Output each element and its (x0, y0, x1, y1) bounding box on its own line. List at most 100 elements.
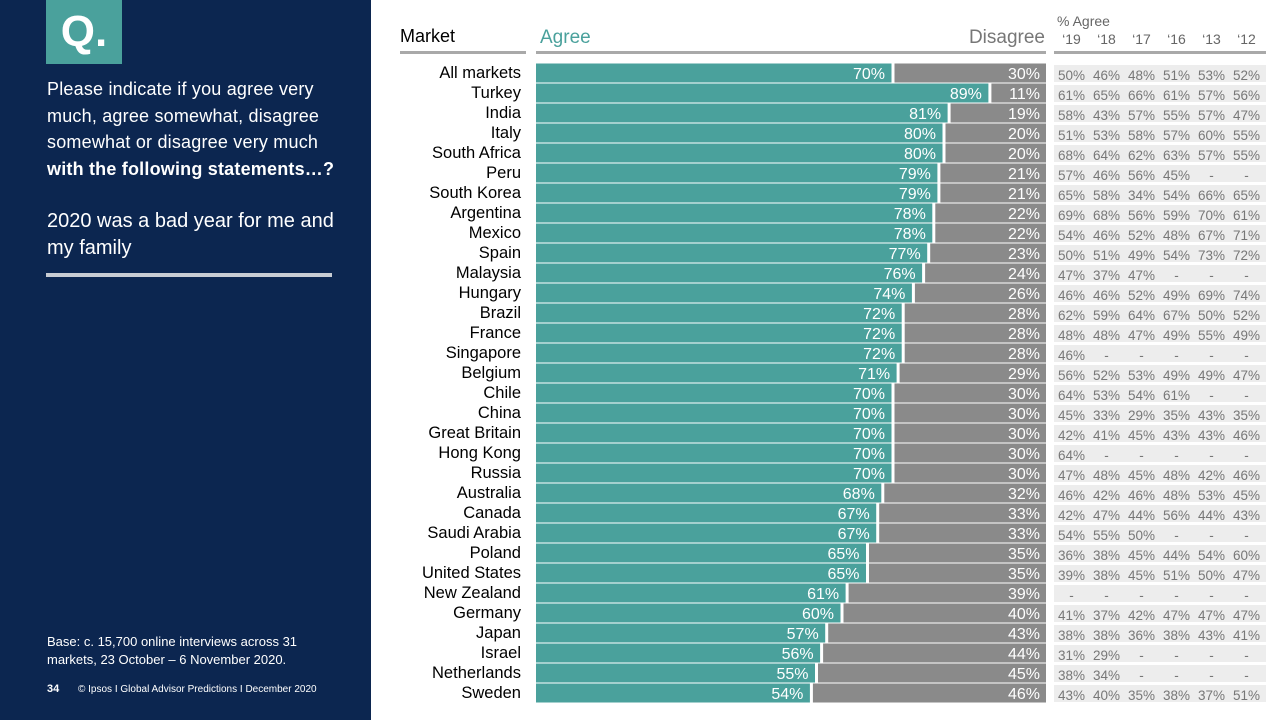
disagree-value-label: 26% (1008, 286, 1040, 303)
agree-value-label: 67% (838, 526, 870, 543)
history-value: - (1244, 168, 1249, 183)
history-value: 60% (1198, 128, 1225, 143)
history-value: 52% (1093, 368, 1120, 383)
agree-bar (536, 243, 928, 263)
disagree-value-label: 11% (1009, 86, 1040, 103)
history-value: - (1244, 588, 1249, 603)
history-value: 29% (1128, 408, 1155, 423)
disagree-bar (950, 103, 1046, 123)
history-value: 63% (1163, 148, 1190, 163)
history-value: 47% (1163, 608, 1190, 623)
history-row (1054, 185, 1266, 202)
history-value: 49% (1128, 248, 1155, 263)
history-value: 57% (1163, 128, 1190, 143)
history-value: 53% (1198, 68, 1225, 83)
history-value: 58% (1128, 128, 1155, 143)
market-label: South Korea (429, 184, 522, 202)
agree-bar (536, 543, 866, 563)
history-value: - (1104, 348, 1109, 363)
history-value: 55% (1093, 528, 1120, 543)
history-value: - (1174, 648, 1179, 663)
agree-bar (536, 423, 892, 443)
history-value: 37% (1198, 688, 1225, 703)
year-header: ‘16 (1167, 31, 1186, 47)
history-value: 38% (1093, 628, 1120, 643)
history-value: - (1139, 588, 1144, 603)
disagree-bar (894, 443, 1046, 463)
disagree-value-label: 30% (1008, 446, 1040, 463)
disagree-bar (823, 643, 1046, 663)
history-value: 44% (1163, 548, 1190, 563)
history-row (1054, 465, 1266, 482)
agree-bar (536, 143, 943, 163)
history-value: 46% (1058, 488, 1085, 503)
market-label: Netherlands (432, 664, 521, 682)
disagree-bar (894, 423, 1046, 443)
disagree-value-label: 22% (1008, 226, 1040, 243)
agree-bar (536, 163, 938, 183)
history-value: 42% (1058, 508, 1085, 523)
history-value: 50% (1198, 308, 1225, 323)
agree-value-label: 55% (776, 666, 808, 683)
history-value: 59% (1093, 308, 1120, 323)
history-value: 54% (1198, 548, 1225, 563)
agree-bar (536, 563, 866, 583)
disagree-bar (818, 663, 1046, 683)
history-row (1054, 605, 1266, 622)
history-row (1054, 105, 1266, 122)
history-value: - (1174, 528, 1179, 543)
agree-bar (536, 603, 841, 623)
disagree-bar (914, 283, 1046, 303)
history-value: 41% (1093, 428, 1120, 443)
history-value: - (1104, 448, 1109, 463)
disagree-value-label: 30% (1008, 66, 1040, 83)
agree-value-label: 77% (889, 246, 921, 263)
history-value: 37% (1093, 608, 1120, 623)
disagree-value-label: 40% (1008, 606, 1040, 623)
history-value: - (1244, 528, 1249, 543)
market-label: Spain (479, 244, 521, 262)
disagree-bar (940, 183, 1046, 203)
history-value: - (1244, 348, 1249, 363)
history-value: 42% (1093, 488, 1120, 503)
year-header: ‘13 (1202, 31, 1221, 47)
history-value: 46% (1093, 288, 1120, 303)
disagree-value-label: 33% (1008, 506, 1040, 523)
history-value: 69% (1058, 208, 1085, 223)
history-value: 49% (1233, 328, 1260, 343)
agree-bar (536, 583, 846, 603)
history-value: - (1139, 668, 1144, 683)
history-value: 53% (1093, 128, 1120, 143)
history-row (1054, 405, 1266, 422)
agree-bar (536, 483, 882, 503)
agree-value-label: 89% (950, 86, 982, 103)
history-value: 48% (1163, 488, 1190, 503)
history-value: - (1209, 528, 1214, 543)
history-value: 52% (1233, 68, 1260, 83)
history-value: 51% (1058, 128, 1085, 143)
disagree-value-label: 21% (1008, 166, 1040, 183)
agree-value-label: 76% (884, 266, 916, 283)
disagree-bar (894, 463, 1046, 483)
disagree-bar (894, 63, 1046, 83)
history-value: 65% (1058, 188, 1085, 203)
question-bold: with the following statements…? (47, 158, 335, 179)
history-row (1054, 565, 1266, 582)
history-value: - (1244, 448, 1249, 463)
agree-value-label: 60% (802, 606, 834, 623)
history-value: - (1244, 388, 1249, 403)
history-row (1054, 85, 1266, 102)
disagree-bar (935, 203, 1046, 223)
disagree-bar (904, 323, 1046, 343)
history-row (1054, 365, 1266, 382)
history-value: 42% (1128, 608, 1155, 623)
history-row (1054, 245, 1266, 262)
disagree-bar (991, 83, 1046, 103)
agree-value-label: 78% (894, 206, 926, 223)
agree-value-label: 70% (853, 466, 885, 483)
history-value: - (1209, 348, 1214, 363)
history-value: 45% (1128, 568, 1155, 583)
history-row (1054, 585, 1266, 602)
history-value: 43% (1198, 628, 1225, 643)
